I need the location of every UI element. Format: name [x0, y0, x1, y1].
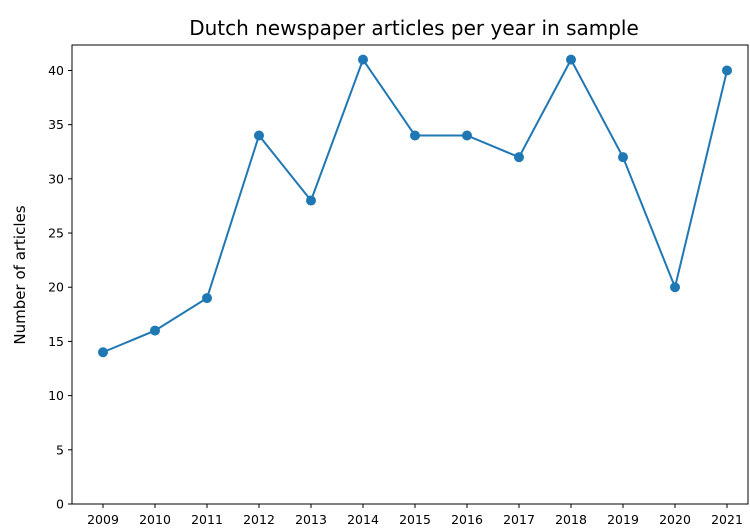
- data-point: [462, 130, 472, 141]
- x-tick-label: 2021: [711, 512, 743, 527]
- data-point: [150, 325, 160, 336]
- x-tick-label: 2019: [607, 512, 639, 527]
- x-tick-label: 2016: [451, 512, 483, 527]
- series-line: [102, 57, 728, 354]
- data-point: [514, 152, 524, 163]
- data-point: [618, 152, 628, 163]
- y-tick-label: 30: [48, 171, 64, 186]
- x-tick-label: 2009: [87, 512, 119, 527]
- y-tick-label: 0: [56, 497, 64, 512]
- y-tick-label: 35: [48, 117, 64, 132]
- x-tick-label: 2011: [191, 512, 223, 527]
- data-point: [566, 54, 576, 65]
- y-tick-label: 5: [56, 442, 64, 457]
- plot-area: 0 5 10 15 20 25 30 35 40 2009 2010 2011 2012 2013 2014…: [48, 44, 749, 527]
- data-point: [306, 195, 316, 206]
- chart-title: Dutch newspaper articles per year in sam…: [189, 16, 639, 40]
- y-axis-title: Number of articles: [11, 205, 29, 344]
- data-point: [98, 347, 108, 358]
- data-point: [202, 293, 212, 304]
- data-point: [670, 282, 680, 293]
- x-tick-label: 2010: [139, 512, 171, 527]
- y-tick-label: 25: [48, 226, 64, 241]
- y-tick-label: 15: [48, 334, 64, 349]
- y-tick-label: 40: [48, 63, 64, 78]
- x-tick-label: 2017: [503, 512, 535, 527]
- data-point: [358, 54, 368, 65]
- x-tick-label: 2015: [399, 512, 431, 527]
- x-tick-label: 2014: [347, 512, 379, 527]
- data-point: [410, 130, 420, 141]
- data-point: [254, 130, 264, 141]
- x-tick-label: 2018: [555, 512, 587, 527]
- x-tick-label: 2012: [243, 512, 275, 527]
- data-point: [722, 65, 732, 76]
- plot-frame: [71, 44, 749, 505]
- y-tick-label: 10: [48, 388, 64, 403]
- x-tick-label: 2013: [295, 512, 327, 527]
- y-tick-label: 20: [48, 280, 64, 295]
- x-tick-label: 2020: [659, 512, 691, 527]
